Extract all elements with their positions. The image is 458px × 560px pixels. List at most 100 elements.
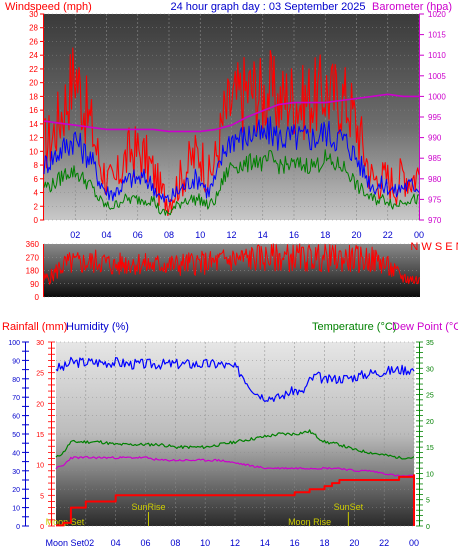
wind-tick-label: 22 xyxy=(29,65,38,74)
humidity-tick-label: 70 xyxy=(12,395,20,402)
barometer-right-axis: 970 975 980 985 990 995 1000 1005 1010 1015 1020 xyxy=(419,10,446,225)
barometer-tick-label: 1020 xyxy=(428,10,446,19)
temperature-tick-label: 25 xyxy=(426,393,434,400)
rainfall-tick-label: 5 xyxy=(40,493,44,500)
rainfall-tick-label: 30 xyxy=(36,340,44,347)
rainfall-tick-label: 10 xyxy=(36,463,44,470)
humidity-tick-label: 30 xyxy=(12,469,20,476)
humidity-tick-label: 60 xyxy=(12,414,20,421)
humidity-tick-label: 20 xyxy=(12,487,20,494)
humidity-axis-label: Humidity (%) xyxy=(66,321,129,333)
annotation-label: SunSet xyxy=(334,502,364,512)
wind-tick-label: 20 xyxy=(29,79,38,88)
wind-tick-label: 6 xyxy=(34,175,39,184)
bottom-x-tick-label: 14 xyxy=(260,538,270,548)
wind-tick-label: 24 xyxy=(29,51,38,60)
wind-x-tick-label: 02 xyxy=(70,230,80,240)
wind-x-tick-label: 12 xyxy=(226,230,236,240)
dewpoint-axis-label: Dew Point (°C) xyxy=(392,321,458,333)
wind-speed-series xyxy=(43,116,420,203)
direction-tick-label: 270 xyxy=(26,253,40,262)
direction-tick-label: 180 xyxy=(26,267,40,276)
direction-tick-label: 0 xyxy=(35,293,40,302)
wind-direction-series xyxy=(43,243,421,285)
temperature-axis-label: Temperature (°C) xyxy=(312,321,396,333)
bottom-x-tick-label: 22 xyxy=(379,538,389,548)
wind-x-tick-label: 00 xyxy=(414,230,424,240)
wind-tick-label: 30 xyxy=(29,10,38,19)
wind-x-tick-label: 10 xyxy=(195,230,205,240)
temperature-axis: 0 5 10 15 20 25 30 35 xyxy=(416,340,434,531)
rainfall-tick-label: 20 xyxy=(36,401,44,408)
wind-chart-title: 24 hour graph day : 03 September 2025 xyxy=(170,1,365,13)
wind-axis-label: Windspeed (mph) xyxy=(5,1,92,13)
wind-x-tick-label: 22 xyxy=(383,230,393,240)
rainfall-axis-label: Rainfall (mm) xyxy=(2,321,67,333)
annotation-label: SunRise xyxy=(131,502,165,512)
barometer-tick-label: 1010 xyxy=(428,51,446,60)
direction-tick-label: 360 xyxy=(26,240,40,249)
wind-average-series xyxy=(43,149,420,216)
barometer-tick-label: 1000 xyxy=(428,92,446,101)
humidity-tick-label: 90 xyxy=(12,358,20,365)
wind-x-tick-label: 16 xyxy=(289,230,299,240)
wind-series-group xyxy=(43,47,420,217)
humidity-tick-label: 0 xyxy=(16,524,20,531)
bottom-x-tick-label: 04 xyxy=(111,538,121,548)
wind-tick-label: 28 xyxy=(29,24,38,33)
wind-tick-label: 0 xyxy=(34,216,39,225)
direction-series-group xyxy=(43,243,421,285)
barometer-tick-label: 990 xyxy=(428,134,442,143)
wind-gust-series xyxy=(43,47,420,217)
wind-tick-label: 18 xyxy=(29,92,38,101)
humidity-series xyxy=(55,356,415,403)
rainfall-axis: 0 5 10 15 20 25 30 xyxy=(36,340,55,531)
humidity-axis: 0 10 20 30 40 50 60 70 80 90 100 xyxy=(8,340,29,531)
barometer-tick-label: 1005 xyxy=(428,72,446,81)
temperature-tick-label: 10 xyxy=(426,471,434,478)
rainfall-tick-label: 0 xyxy=(40,524,44,531)
temperature-tick-label: 5 xyxy=(426,498,430,505)
temperature-tick-label: 20 xyxy=(426,419,434,426)
wind-x-tick-label: 18 xyxy=(320,230,330,240)
wind-tick-label: 4 xyxy=(34,189,39,198)
humidity-tick-label: 100 xyxy=(8,340,20,347)
bottom-x-tick-label: 20 xyxy=(349,538,359,548)
wind-x-tick-label: 08 xyxy=(164,230,174,240)
temperature-tick-label: 15 xyxy=(426,445,434,452)
direction-tick-label: 90 xyxy=(30,280,39,289)
temperature-tick-label: 35 xyxy=(426,340,434,347)
rainfall-tick-label: 15 xyxy=(36,432,44,439)
temperature-series xyxy=(55,429,415,460)
wind-tick-label: 10 xyxy=(29,147,38,156)
rainfall-series xyxy=(56,474,415,527)
bottom-x-tick-label: 08 xyxy=(170,538,180,548)
wind-tick-label: 12 xyxy=(29,134,38,143)
humidity-tick-label: 80 xyxy=(12,377,20,384)
wind-x-tick-label: 06 xyxy=(133,230,143,240)
wind-tick-label: 26 xyxy=(29,37,38,46)
bottom-x-tick-label: 06 xyxy=(140,538,150,548)
wind-direction-chart: 0 90 180 270 360 N W S E N xyxy=(26,240,458,302)
dewpoint-series xyxy=(55,456,415,478)
barometer-tick-label: 975 xyxy=(428,195,442,204)
bottom-x-tick-label: 18 xyxy=(319,538,329,548)
wind-x-tick-label: 14 xyxy=(258,230,268,240)
bottom-x-tick-label: 00 xyxy=(409,538,419,548)
bottom-x-tick-label: 12 xyxy=(230,538,240,548)
wind-tick-label: 16 xyxy=(29,106,38,115)
temperature-tick-label: 30 xyxy=(426,366,434,373)
barometer-axis-label: Barometer (hpa) xyxy=(372,1,452,13)
barometer-tick-label: 980 xyxy=(428,175,442,184)
humidity-tick-label: 50 xyxy=(12,432,20,439)
direction-left-axis: 0 90 180 270 360 xyxy=(26,240,44,302)
bottom-series-group xyxy=(55,356,415,527)
barometer-tick-label: 995 xyxy=(428,113,442,122)
rainfall-tick-label: 25 xyxy=(36,371,44,378)
wind-x-tick-label: 04 xyxy=(101,230,111,240)
bottom-x-tick-label: Moon Set02 xyxy=(46,538,95,548)
